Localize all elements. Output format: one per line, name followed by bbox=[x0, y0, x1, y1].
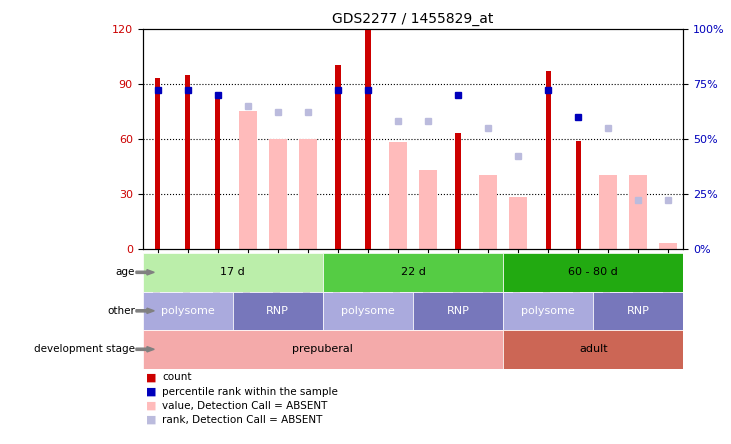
Bar bbox=[629, 175, 648, 249]
Text: 22 d: 22 d bbox=[401, 267, 425, 278]
Text: ■: ■ bbox=[146, 415, 156, 425]
Bar bbox=[575, 141, 581, 249]
Bar bbox=[232, 292, 323, 330]
Bar bbox=[510, 197, 527, 249]
Text: polysome: polysome bbox=[161, 306, 214, 316]
Text: RNP: RNP bbox=[627, 306, 650, 316]
Bar bbox=[503, 253, 683, 292]
Text: 60 - 80 d: 60 - 80 d bbox=[569, 267, 618, 278]
Title: GDS2277 / 1455829_at: GDS2277 / 1455829_at bbox=[333, 12, 493, 27]
Bar bbox=[455, 133, 461, 249]
Bar bbox=[599, 175, 618, 249]
Bar bbox=[366, 29, 371, 249]
Text: 17 d: 17 d bbox=[220, 267, 245, 278]
Text: age: age bbox=[115, 267, 135, 278]
Text: polysome: polysome bbox=[341, 306, 395, 316]
Bar bbox=[155, 78, 160, 249]
Bar bbox=[389, 143, 407, 249]
Text: polysome: polysome bbox=[521, 306, 575, 316]
Bar bbox=[323, 253, 503, 292]
Text: value, Detection Call = ABSENT: value, Detection Call = ABSENT bbox=[162, 401, 327, 411]
Bar bbox=[503, 292, 594, 330]
Bar bbox=[545, 71, 551, 249]
Bar bbox=[185, 75, 190, 249]
Text: rank, Detection Call = ABSENT: rank, Detection Call = ABSENT bbox=[162, 415, 322, 425]
Bar bbox=[336, 65, 341, 249]
Bar bbox=[413, 292, 503, 330]
Bar bbox=[239, 111, 257, 249]
Text: ■: ■ bbox=[146, 401, 156, 411]
Bar bbox=[659, 243, 678, 249]
Text: RNP: RNP bbox=[266, 306, 289, 316]
Text: ■: ■ bbox=[146, 373, 156, 382]
Bar bbox=[503, 330, 683, 369]
Bar bbox=[215, 97, 220, 249]
Text: percentile rank within the sample: percentile rank within the sample bbox=[162, 387, 338, 396]
Bar bbox=[419, 170, 437, 249]
Text: count: count bbox=[162, 373, 192, 382]
Text: prepuberal: prepuberal bbox=[292, 344, 353, 354]
Text: adult: adult bbox=[579, 344, 607, 354]
Bar bbox=[143, 330, 503, 369]
Bar bbox=[299, 139, 317, 249]
Bar bbox=[143, 253, 323, 292]
Text: other: other bbox=[107, 306, 135, 316]
Bar bbox=[143, 292, 232, 330]
Bar bbox=[269, 139, 287, 249]
Text: ■: ■ bbox=[146, 387, 156, 396]
Bar bbox=[323, 292, 413, 330]
Bar bbox=[594, 292, 683, 330]
Text: RNP: RNP bbox=[447, 306, 469, 316]
Text: development stage: development stage bbox=[34, 344, 135, 354]
Bar bbox=[479, 175, 497, 249]
